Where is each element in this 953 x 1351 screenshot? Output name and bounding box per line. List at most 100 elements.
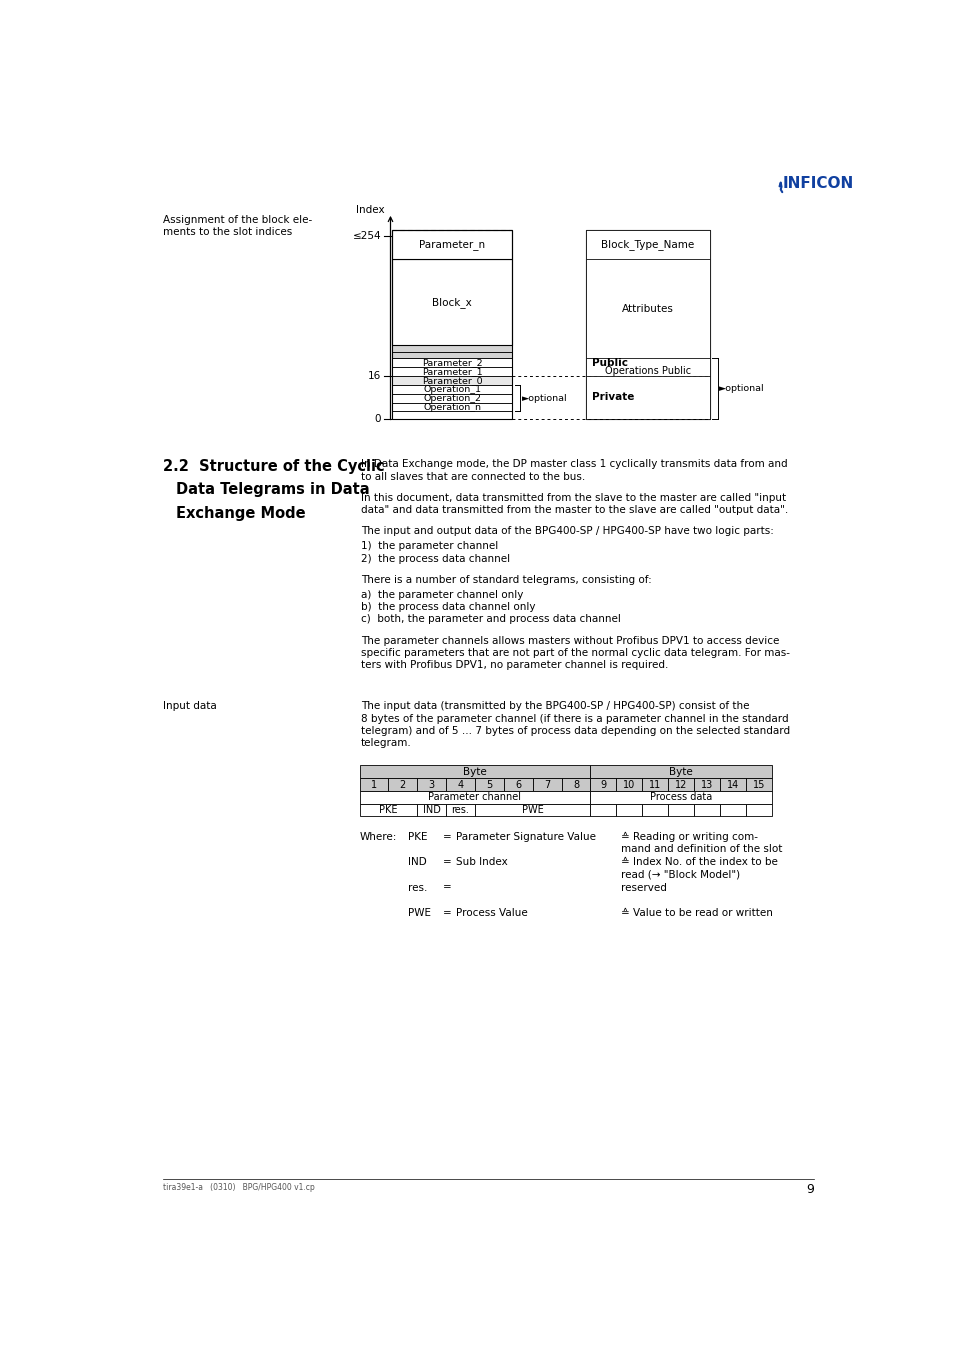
Text: 11: 11 xyxy=(648,780,660,789)
Text: mand and definition of the slot: mand and definition of the slot xyxy=(620,843,782,854)
Text: ≙ Value to be read or written: ≙ Value to be read or written xyxy=(620,908,773,917)
Bar xyxy=(585,259,709,358)
Bar xyxy=(359,790,590,804)
Bar xyxy=(475,804,590,816)
Text: PWE: PWE xyxy=(521,805,543,815)
Text: c)  both, the parameter and process data channel: c) both, the parameter and process data … xyxy=(360,615,620,624)
Bar xyxy=(359,804,416,816)
Text: Index: Index xyxy=(355,205,384,215)
Text: Attributes: Attributes xyxy=(621,304,673,313)
Text: Process Value: Process Value xyxy=(456,908,528,917)
Text: b)  the process data channel only: b) the process data channel only xyxy=(360,603,535,612)
Text: PKE: PKE xyxy=(407,832,427,842)
Text: ≙ Index No. of the index to be: ≙ Index No. of the index to be xyxy=(620,857,778,867)
Text: 3: 3 xyxy=(428,780,435,789)
Text: 12: 12 xyxy=(674,780,686,789)
Bar xyxy=(392,393,512,403)
Bar xyxy=(667,804,694,816)
Text: Parameter_n: Parameter_n xyxy=(418,239,485,250)
Text: Parameter channel: Parameter channel xyxy=(428,792,521,802)
Bar xyxy=(446,778,475,790)
Text: Parameter_0: Parameter_0 xyxy=(421,376,482,385)
Bar xyxy=(392,358,512,367)
Bar xyxy=(446,804,475,816)
Text: 13: 13 xyxy=(700,780,713,789)
Text: 8 bytes of the parameter channel (if there is a parameter channel in the standar: 8 bytes of the parameter channel (if the… xyxy=(360,713,788,724)
Text: 9: 9 xyxy=(599,780,606,789)
Text: Parameter Signature Value: Parameter Signature Value xyxy=(456,832,596,842)
Text: Exchange Mode: Exchange Mode xyxy=(175,505,305,520)
Bar xyxy=(694,778,720,790)
Text: read (→ "Block Model"): read (→ "Block Model") xyxy=(620,869,740,880)
Bar xyxy=(720,804,745,816)
Text: 5: 5 xyxy=(486,780,492,789)
Text: data" and data transmitted from the master to the slave are called "output data": data" and data transmitted from the mast… xyxy=(360,505,787,515)
Text: Input data: Input data xyxy=(163,701,217,712)
Text: to all slaves that are connected to the bus.: to all slaves that are connected to the … xyxy=(360,471,585,481)
Bar xyxy=(745,778,771,790)
Text: ►optional: ►optional xyxy=(719,384,764,393)
Bar xyxy=(392,367,512,376)
Text: 10: 10 xyxy=(622,780,635,789)
Bar xyxy=(416,804,446,816)
Text: 1: 1 xyxy=(371,780,376,789)
Bar xyxy=(561,778,590,790)
Text: ters with Profibus DPV1, no parameter channel is required.: ters with Profibus DPV1, no parameter ch… xyxy=(360,661,668,670)
Bar xyxy=(392,412,512,419)
Bar xyxy=(359,766,590,778)
Text: Operation_n: Operation_n xyxy=(423,403,480,412)
Bar xyxy=(641,778,667,790)
Bar xyxy=(641,804,667,816)
Text: 4: 4 xyxy=(457,780,463,789)
Text: Where:: Where: xyxy=(359,832,396,842)
Bar xyxy=(392,230,512,259)
Text: Byte: Byte xyxy=(462,767,486,777)
Text: ≙ Reading or writing com-: ≙ Reading or writing com- xyxy=(620,832,758,842)
Text: Operations Public: Operations Public xyxy=(604,366,690,376)
Bar xyxy=(392,376,512,385)
Text: Private: Private xyxy=(592,392,634,403)
Bar xyxy=(392,345,512,351)
Text: Byte: Byte xyxy=(668,767,692,777)
Text: 2.2  Structure of the Cyclic: 2.2 Structure of the Cyclic xyxy=(163,459,385,474)
Text: =: = xyxy=(443,832,452,842)
Text: =: = xyxy=(443,908,452,917)
Bar xyxy=(585,230,709,259)
Text: IND: IND xyxy=(407,857,426,867)
Bar xyxy=(359,778,388,790)
Text: PWE: PWE xyxy=(407,908,430,917)
Bar xyxy=(475,778,503,790)
Text: 1)  the parameter channel: 1) the parameter channel xyxy=(360,542,497,551)
Text: IND: IND xyxy=(422,805,440,815)
Text: ►optional: ►optional xyxy=(521,393,566,403)
Text: Parameter_2: Parameter_2 xyxy=(421,358,482,367)
Bar xyxy=(720,778,745,790)
Bar xyxy=(616,778,641,790)
Bar xyxy=(392,385,512,393)
Bar xyxy=(590,790,771,804)
Bar xyxy=(745,804,771,816)
Text: Operation_2: Operation_2 xyxy=(423,393,480,403)
Text: Sub Index: Sub Index xyxy=(456,857,508,867)
Bar xyxy=(590,778,616,790)
Text: specific parameters that are not part of the normal cyclic data telegram. For ma: specific parameters that are not part of… xyxy=(360,648,789,658)
Bar xyxy=(667,778,694,790)
Text: In Data Exchange mode, the DP master class 1 cyclically transmits data from and: In Data Exchange mode, the DP master cla… xyxy=(360,459,787,469)
Bar xyxy=(388,778,416,790)
Text: The parameter channels allows masters without Profibus DPV1 to access device: The parameter channels allows masters wi… xyxy=(360,636,779,646)
Text: PKE: PKE xyxy=(378,805,397,815)
Text: res.: res. xyxy=(451,805,469,815)
Text: =: = xyxy=(443,857,452,867)
Text: 16: 16 xyxy=(368,372,381,381)
Text: The input and output data of the BPG400-SP / HPG400-SP have two logic parts:: The input and output data of the BPG400-… xyxy=(360,527,773,536)
Text: res.: res. xyxy=(407,882,427,893)
Text: The input data (transmitted by the BPG400-SP / HPG400-SP) consist of the: The input data (transmitted by the BPG40… xyxy=(360,701,749,712)
Text: Assignment of the block ele-: Assignment of the block ele- xyxy=(163,215,313,226)
Text: telegram) and of 5 … 7 bytes of process data depending on the selected standard: telegram) and of 5 … 7 bytes of process … xyxy=(360,725,789,736)
Text: Public: Public xyxy=(592,358,627,367)
Bar xyxy=(585,358,709,376)
Text: ments to the slot indices: ments to the slot indices xyxy=(163,227,293,236)
Bar xyxy=(503,778,532,790)
Text: a)  the parameter channel only: a) the parameter channel only xyxy=(360,590,523,600)
Text: ≤254: ≤254 xyxy=(353,231,381,240)
